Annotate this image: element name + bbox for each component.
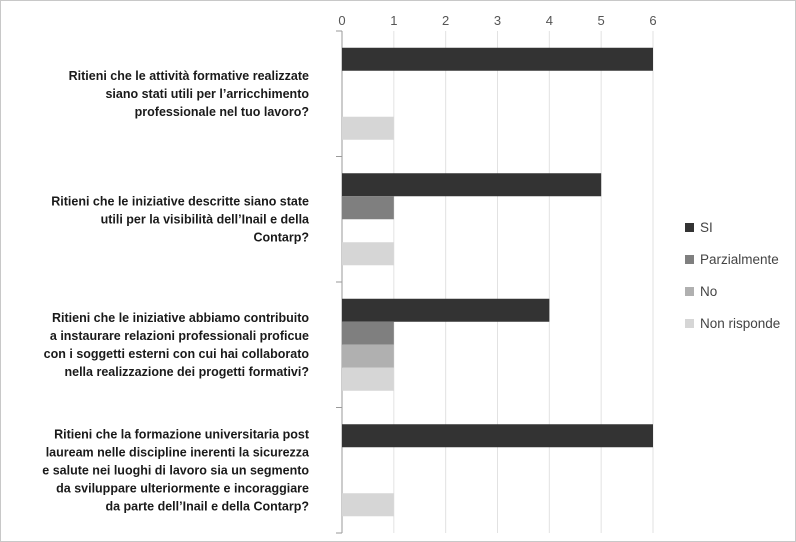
bar-non-risponde	[342, 116, 394, 140]
category-label: Ritieni che le attività formative realiz…	[69, 69, 310, 119]
x-tick-label: 4	[546, 13, 553, 28]
legend: SI Parzialmente No Non risponde	[685, 220, 780, 331]
category-labels: Ritieni che le attività formative realiz…	[42, 69, 310, 514]
category-tick-marks	[336, 30, 342, 534]
x-tick-label: 0	[338, 13, 345, 28]
x-tick-label: 1	[390, 13, 397, 28]
legend-label: SI	[700, 220, 713, 235]
x-tick-label: 6	[649, 13, 656, 28]
legend-label: Parzialmente	[700, 252, 779, 267]
x-tick-label: 3	[494, 13, 501, 28]
bar-si	[342, 298, 550, 322]
gridlines	[341, 31, 654, 533]
bars	[342, 47, 653, 517]
bar-non-risponde	[342, 367, 394, 391]
bar-non-risponde	[342, 493, 394, 517]
x-axis: 0 1 2 3 4 5 6	[338, 13, 656, 28]
category-label: Ritieni che le iniziative descritte sian…	[51, 194, 310, 244]
bar-no	[342, 344, 394, 368]
legend-swatch	[685, 255, 694, 264]
x-tick-label: 2	[442, 13, 449, 28]
legend-label: Non risponde	[700, 316, 780, 331]
bar-si	[342, 424, 653, 448]
category-label: Ritieni che le iniziative abbiamo contri…	[44, 311, 310, 379]
x-tick-label: 5	[598, 13, 605, 28]
legend-label: No	[700, 284, 717, 299]
category-label: Ritieni che la formazione universitaria …	[42, 427, 310, 513]
legend-swatch	[685, 223, 694, 232]
bar-si	[342, 173, 602, 197]
bar-non-risponde	[342, 242, 394, 266]
legend-swatch	[685, 287, 694, 296]
legend-swatch	[685, 319, 694, 328]
bar-si	[342, 47, 653, 71]
bar-parzialmente	[342, 321, 394, 345]
bar-parzialmente	[342, 196, 394, 220]
